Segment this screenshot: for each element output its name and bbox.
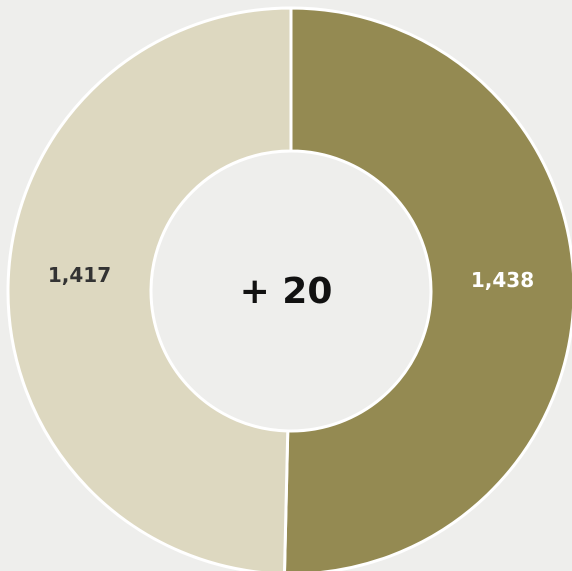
donut-segment (283, 6, 572, 571)
value-label: 1,417 (48, 263, 111, 287)
segments (6, 6, 572, 571)
donut-segment (6, 6, 293, 571)
value-label: 1,438 (471, 268, 534, 292)
center-label: + 20 (240, 271, 333, 312)
